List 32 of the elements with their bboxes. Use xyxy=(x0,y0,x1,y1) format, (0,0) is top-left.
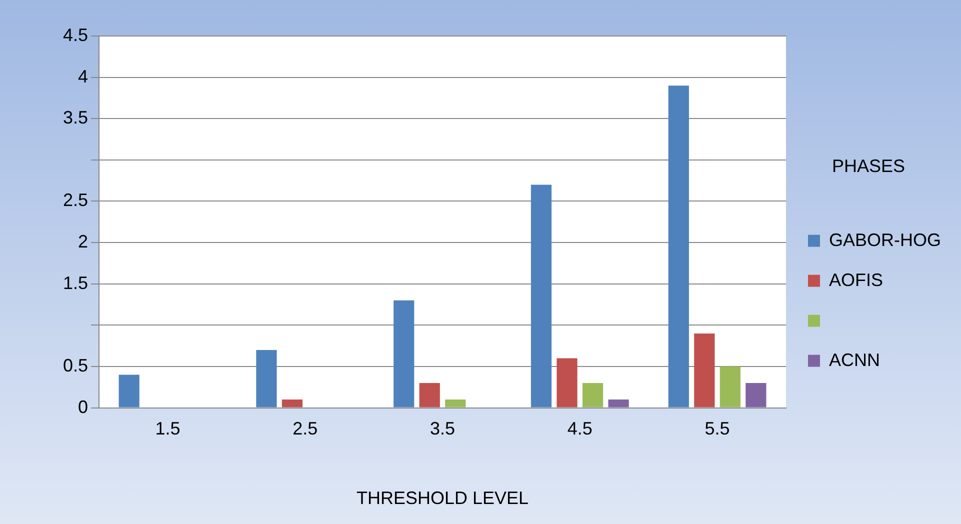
y-tick-label: 4.5 xyxy=(62,24,88,45)
bar xyxy=(394,300,414,408)
bar xyxy=(118,374,140,408)
bar xyxy=(720,366,740,408)
legend-label: GABOR-HOG xyxy=(828,230,942,250)
legend-label: ACNN xyxy=(828,350,880,370)
y-tick-label: 0 xyxy=(78,396,88,417)
y-tick-label: 4 xyxy=(78,66,88,86)
bar xyxy=(694,333,715,408)
x-tick-label: 4.5 xyxy=(567,418,592,439)
x-tick-label: 5.5 xyxy=(704,418,730,439)
y-tick-label: 3.5 xyxy=(62,108,88,128)
legend-title: PHASES xyxy=(832,156,906,176)
y-tick-label: 2.5 xyxy=(62,190,88,210)
bar xyxy=(582,383,604,408)
y-tick-label: 2 xyxy=(78,232,88,252)
x-tick-label: 2.5 xyxy=(292,418,318,439)
x-tick-label: 1.5 xyxy=(155,418,180,439)
legend-label: AOFIS xyxy=(828,270,884,290)
bar xyxy=(746,383,766,408)
x-axis-title: THRESHOLD LEVEL xyxy=(356,488,529,508)
bar xyxy=(282,400,303,408)
bar xyxy=(256,350,277,408)
bar xyxy=(668,86,689,408)
bar xyxy=(530,184,552,408)
y-tick-label: 0.5 xyxy=(62,355,88,376)
bar xyxy=(556,358,578,408)
bar xyxy=(419,383,440,408)
bar xyxy=(445,400,466,408)
x-tick-label: 3.5 xyxy=(430,418,456,439)
bar xyxy=(608,400,629,408)
y-tick-label: 1.5 xyxy=(62,272,88,293)
